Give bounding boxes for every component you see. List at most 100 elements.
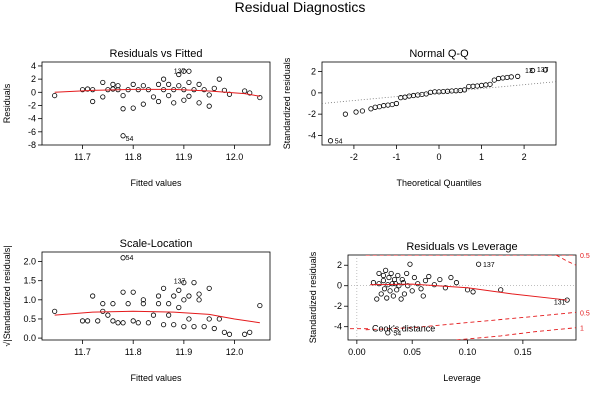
point-label: 54 [335,139,343,146]
y-axis-label: √|Standardized residuals| [2,245,12,346]
data-point [368,106,374,112]
data-point [440,88,446,95]
y-tick-label: -2 [334,301,342,311]
data-point [120,106,126,112]
point-label: 131 [554,300,566,307]
data-point [376,270,382,277]
data-point [130,105,136,111]
data-point [176,287,182,293]
data-point [95,318,101,324]
data-point [376,281,382,287]
cooks-margin-label: 0.5 [580,310,590,317]
smooth-line [370,283,568,301]
data-point [470,289,476,295]
cooks-distance-line [365,311,576,331]
data-point [120,255,126,261]
plot-frame [41,251,271,341]
data-point [120,289,126,295]
y-tick-label: 2.0 [23,257,36,267]
data-point [422,278,429,284]
data-point [380,272,387,279]
x-tick-label: 0.00 [348,347,366,357]
data-point [418,286,424,292]
data-point [404,270,410,277]
data-point [432,89,438,95]
data-point [90,87,96,93]
data-point [161,76,167,82]
data-point [110,318,116,324]
data-point [201,324,207,330]
data-point [402,94,408,100]
data-point [353,109,359,115]
point-label: 137 [174,279,186,286]
data-point [206,316,212,322]
data-point [211,325,217,332]
x-tick-label: 11.7 [74,347,91,357]
point-label: 54 [126,255,134,262]
y-tick-label: 0 [337,281,342,291]
qq-reference-line [322,81,556,104]
data-point [415,92,421,98]
data-point [130,289,136,295]
data-point [399,276,405,283]
data-point [487,81,493,87]
data-point [398,95,404,101]
x-tick-label: 1 [479,152,484,162]
point-label: 137 [483,262,495,269]
data-point [396,283,402,289]
data-point [242,88,248,94]
data-point [388,270,394,277]
data-point [166,92,172,99]
data-point [171,322,177,328]
data-point [90,293,96,299]
data-point [376,104,383,110]
y-tick-label: -2 [308,109,316,119]
data-point [478,82,485,89]
data-point [495,75,502,82]
data-point [186,93,192,99]
x-tick-label: 0.05 [403,347,421,357]
x-tick-label: 11.9 [175,347,192,357]
data-point [372,104,378,110]
data-point [442,285,448,291]
data-point [216,76,222,82]
data-point [410,92,417,99]
data-point [150,94,157,100]
data-point [135,320,141,326]
data-point [186,79,192,86]
data-point [196,100,202,106]
residuals-vs-leverage-panel: Residuals vs Leverage 0.00 0.05 0.10 0.15 -4 -… [308,241,590,383]
data-point [500,75,506,81]
data-point [437,276,443,283]
point-label: 137 [174,69,186,76]
data-point [155,98,162,105]
data-point [155,81,162,87]
data-point [110,301,116,307]
cooks-distance-line [555,255,576,266]
x-axis-label: Fitted values [130,178,182,188]
data-point [453,88,459,94]
cooks-distance-line [456,327,576,340]
data-point [79,318,86,324]
y-tick-label: 0 [31,87,36,97]
x-tick-label: 0 [436,152,441,162]
data-point [221,329,227,335]
data-point [181,324,187,330]
data-point [176,83,182,89]
data-point [186,316,192,322]
y-tick-label: 4 [31,61,36,71]
plot-area: 137 54 [52,69,263,143]
data-point [407,261,413,267]
data-point [491,77,497,83]
data-point [394,287,400,293]
data-point [409,288,415,294]
data-point [206,103,212,109]
y-axis-label: Standardized residuals [282,57,292,149]
data-point [542,67,548,73]
x-tick-label: 11.9 [175,152,192,162]
y-axis-label: Standardized residuals [308,251,318,343]
data-point [476,261,482,267]
x-tick-label: -1 [392,152,400,162]
x-tick-label: 2 [522,152,527,162]
